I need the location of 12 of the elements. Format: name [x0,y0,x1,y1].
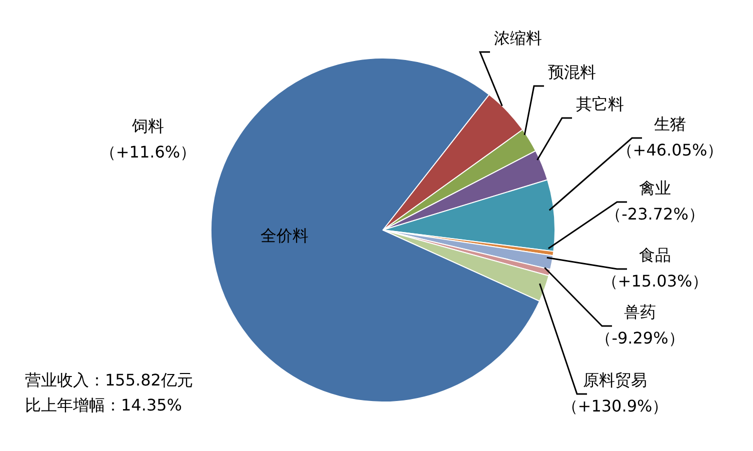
slice-label: 原料贸易（+130.9%） [562,370,668,416]
text: 比上年增幅：14.35% [25,396,182,415]
slice-label: 浓缩料 [494,28,542,48]
slice-label: 食品（+15.03%） [602,246,708,291]
slice-label: 其它料 [576,94,624,114]
slice-label: 兽药（-9.29%） [596,302,684,348]
text: 营业收入：155.82亿元 [25,370,193,390]
slice-label: 生猪（+46.05%） [616,114,724,160]
slice-label: 禽业（-23.72%） [606,178,704,224]
slice-label: 全价料 [260,226,308,246]
slice-label: 预混料 [548,62,596,82]
text: 饲料（+11.6%） [100,116,196,162]
